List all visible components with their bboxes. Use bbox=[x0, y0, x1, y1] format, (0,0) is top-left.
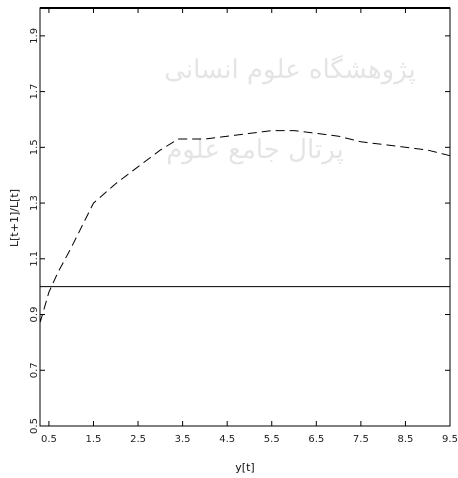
y-tick-label: 1.9 bbox=[29, 28, 40, 44]
x-tick-label: 7.5 bbox=[353, 434, 369, 445]
x-tick-label: 1.5 bbox=[86, 434, 102, 445]
x-tick-label: 5.5 bbox=[264, 434, 280, 445]
x-tick-label: 4.5 bbox=[219, 434, 235, 445]
x-tick-label: 6.5 bbox=[308, 434, 324, 445]
y-tick-label: 1.7 bbox=[29, 84, 40, 100]
x-tick-label: 0.5 bbox=[41, 434, 57, 445]
series-line-0 bbox=[39, 130, 451, 324]
y-tick-label: 0.9 bbox=[29, 307, 40, 323]
x-tick-label: 8.5 bbox=[397, 434, 413, 445]
y-tick-label: 1.1 bbox=[29, 251, 40, 267]
watermark-line-1: پژوهشگاه علوم انسانی bbox=[164, 54, 416, 85]
y-tick-label: 0.5 bbox=[29, 418, 40, 434]
y-tick-label: 1.3 bbox=[29, 195, 40, 211]
x-tick-label: 2.5 bbox=[130, 434, 146, 445]
x-axis-label: y[t] bbox=[235, 461, 254, 474]
watermark: پژوهشگاه علوم انسانی پرتال جامع علوم bbox=[164, 54, 416, 165]
y-tick-label: 1.5 bbox=[29, 139, 40, 155]
y-tick-label: 0.7 bbox=[29, 362, 40, 378]
x-tick-label: 9.5 bbox=[442, 434, 458, 445]
watermark-line-2: پرتال جامع علوم bbox=[166, 135, 344, 165]
x-tick-label: 3.5 bbox=[175, 434, 191, 445]
y-axis-label: L[t+1]/L[t] bbox=[8, 189, 21, 247]
